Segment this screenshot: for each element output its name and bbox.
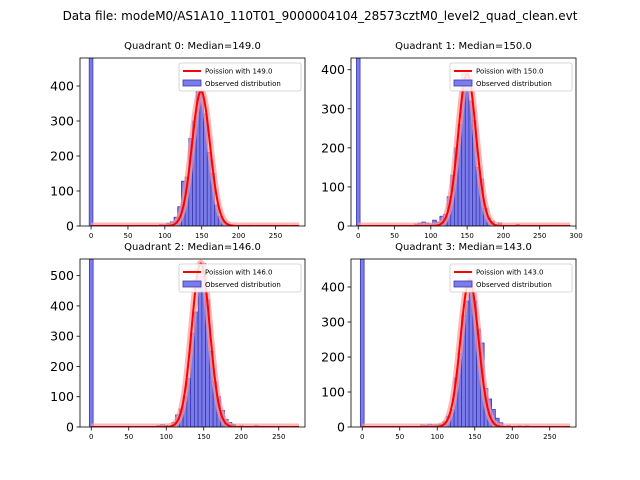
y-tick-label: 400 (50, 298, 74, 313)
y-tick-label: 300 (50, 329, 74, 344)
y-tick-label: 100 (321, 179, 345, 194)
quadrant-0-panel: 0 50 100 150 200 250 0 100 200 300 400 Quadrant 0: … (50, 41, 306, 240)
legend-observed-label: Observed distribution (476, 281, 552, 289)
x-tick-label: 150 (197, 433, 210, 441)
x-tick-label: 150 (468, 433, 481, 441)
x-tick-label: 200 (497, 232, 510, 240)
legend-poisson-label: Poission with 146.0 (205, 269, 273, 277)
quadrant-3-legend-box (449, 263, 573, 293)
x-tick-label: 50 (390, 232, 399, 240)
legend-poisson-label: Poission with 143.0 (476, 269, 544, 277)
y-tick-label: 100 (50, 184, 74, 199)
quadrant-3-axes-frame (350, 258, 577, 428)
y-tick-label: 100 (321, 385, 345, 400)
histogram-bar (88, 58, 94, 226)
quadrant-0-axes-frame (79, 57, 306, 227)
y-tick-label: 200 (50, 149, 74, 164)
y-tick-label: 400 (321, 62, 345, 77)
histogram-bar (464, 77, 470, 226)
y-tick-label: 0 (337, 219, 345, 234)
legend-observed-swatch (182, 280, 202, 288)
y-tick-label: 100 (50, 389, 74, 404)
x-tick-label: 0 (356, 232, 360, 240)
quadrant-1-axes-frame (350, 57, 577, 227)
y-tick-label: 200 (321, 140, 345, 155)
poisson-curve (91, 90, 300, 226)
legend-poisson-label: Poission with 149.0 (205, 68, 273, 76)
x-tick-label: 200 (506, 433, 519, 441)
x-tick-label: 250 (269, 232, 282, 240)
x-tick-label: 0 (89, 433, 93, 441)
x-tick-label: 250 (272, 433, 285, 441)
quadrant-3-panel: 0 50 100 150 200 250 0 100 200 300 400 Quadrant 3: … (321, 242, 577, 441)
x-tick-label: 100 (160, 433, 173, 441)
histogram-bar (464, 300, 470, 427)
x-tick-label: 250 (533, 232, 546, 240)
y-tick-label: 300 (50, 114, 74, 129)
quadrant-1-title: Quadrant 1: Median=150.0 (395, 41, 532, 52)
y-tick-label: 200 (50, 359, 74, 374)
x-tick-label: 0 (360, 433, 364, 441)
x-tick-label: 300 (569, 232, 582, 240)
legend-observed-swatch (453, 280, 473, 288)
quadrant-2-title: Quadrant 2: Median=146.0 (124, 242, 261, 253)
quadrant-3-title: Quadrant 3: Median=143.0 (395, 242, 532, 253)
y-tick-label: 0 (66, 420, 74, 435)
legend-observed-label: Observed distribution (476, 80, 552, 88)
y-tick-label: 400 (50, 79, 74, 94)
legend-observed-swatch (453, 79, 473, 87)
x-tick-label: 100 (158, 232, 171, 240)
histogram-bar (359, 259, 365, 427)
y-tick-label: 0 (337, 420, 345, 435)
histogram-bar (356, 58, 361, 226)
quadrant-1-legend-box (449, 62, 573, 92)
quadrant-0-title: Quadrant 0: Median=149.0 (124, 41, 261, 52)
y-tick-label: 300 (321, 101, 345, 116)
figure-suptitle: Data file: modeM0/AS1A10_110T01_90000041… (63, 9, 578, 23)
y-tick-label: 200 (321, 350, 345, 365)
x-tick-label: 50 (395, 433, 404, 441)
y-tick-label: 0 (66, 219, 74, 234)
histogram-bar (197, 275, 203, 427)
quadrant-1-panel: 0 50 100 150 200 250 300 0 100 200 300 400 Quadrant … (321, 41, 583, 240)
quadrant-2-panel: 0 50 100 150 200 250 0 100 200 300 400 500 Quadrant … (50, 242, 306, 441)
y-tick-label: 500 (50, 268, 74, 283)
x-tick-label: 200 (235, 433, 248, 441)
x-tick-label: 150 (195, 232, 208, 240)
legend-observed-swatch (182, 79, 202, 87)
legend-observed-label: Observed distribution (205, 281, 281, 289)
y-tick-label: 400 (321, 280, 345, 295)
quadrant-0-legend-box (178, 62, 302, 92)
quadrant-0-plot-area (88, 58, 300, 226)
y-tick-label: 300 (321, 315, 345, 330)
x-tick-label: 250 (543, 433, 556, 441)
legend-observed-label: Observed distribution (205, 80, 281, 88)
x-tick-label: 50 (123, 232, 132, 240)
quadrant-2-legend-box (178, 263, 302, 293)
x-tick-label: 100 (431, 433, 444, 441)
quadrant-2-axes-frame (79, 258, 306, 428)
legend-poisson-label: Poission with 150.0 (476, 68, 544, 76)
x-tick-label: 50 (124, 433, 133, 441)
histogram-bar (88, 259, 94, 427)
x-tick-label: 0 (89, 232, 93, 240)
x-tick-label: 200 (232, 232, 245, 240)
x-tick-label: 100 (424, 232, 437, 240)
x-tick-label: 150 (460, 232, 473, 240)
